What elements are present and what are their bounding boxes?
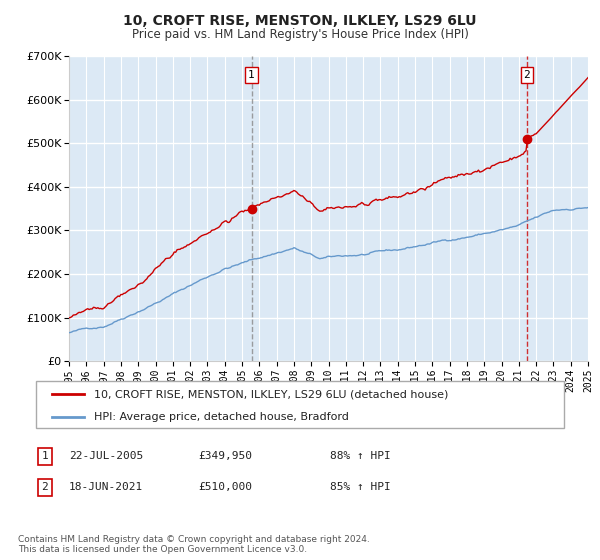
Text: Price paid vs. HM Land Registry's House Price Index (HPI): Price paid vs. HM Land Registry's House … xyxy=(131,28,469,41)
Text: 2: 2 xyxy=(41,482,49,492)
Text: £349,950: £349,950 xyxy=(198,451,252,461)
Text: 1: 1 xyxy=(248,70,255,80)
FancyBboxPatch shape xyxy=(36,381,564,428)
Text: 2: 2 xyxy=(523,70,530,80)
Text: 1: 1 xyxy=(41,451,49,461)
Text: 10, CROFT RISE, MENSTON, ILKLEY, LS29 6LU (detached house): 10, CROFT RISE, MENSTON, ILKLEY, LS29 6L… xyxy=(94,389,448,399)
Text: £510,000: £510,000 xyxy=(198,482,252,492)
Text: Contains HM Land Registry data © Crown copyright and database right 2024.
This d: Contains HM Land Registry data © Crown c… xyxy=(18,535,370,554)
Text: 18-JUN-2021: 18-JUN-2021 xyxy=(69,482,143,492)
Text: HPI: Average price, detached house, Bradford: HPI: Average price, detached house, Brad… xyxy=(94,412,349,422)
Text: 88% ↑ HPI: 88% ↑ HPI xyxy=(330,451,391,461)
Text: 22-JUL-2005: 22-JUL-2005 xyxy=(69,451,143,461)
Text: 10, CROFT RISE, MENSTON, ILKLEY, LS29 6LU: 10, CROFT RISE, MENSTON, ILKLEY, LS29 6L… xyxy=(123,14,477,28)
Text: 85% ↑ HPI: 85% ↑ HPI xyxy=(330,482,391,492)
